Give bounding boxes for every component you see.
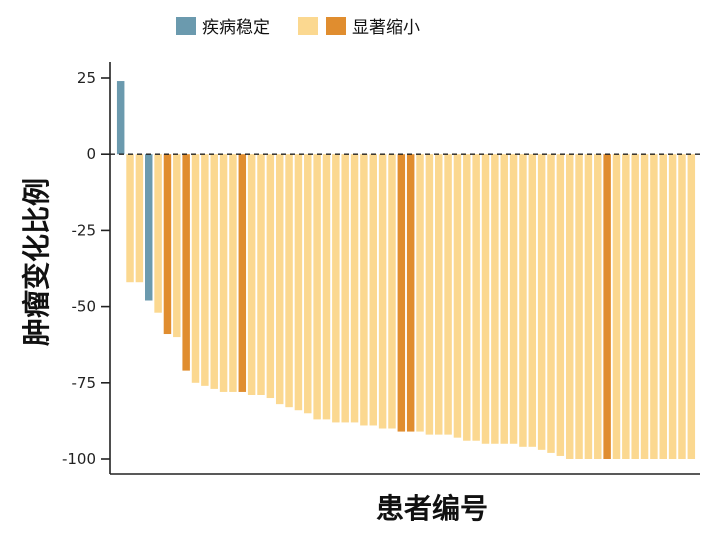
y-tick-label: -100: [62, 450, 96, 468]
bar: [500, 154, 508, 444]
bar: [182, 154, 190, 371]
bar: [453, 154, 462, 438]
legend-label: 疾病稳定: [202, 18, 270, 38]
x-axis-title: 患者编号: [376, 492, 488, 525]
bar: [472, 154, 480, 441]
legend-label: 显著缩小: [352, 18, 420, 38]
bars: [116, 81, 696, 459]
bar: [360, 154, 368, 426]
bar: [612, 154, 621, 459]
bar: [406, 154, 415, 432]
bar: [247, 154, 256, 395]
bar: [659, 154, 667, 459]
bar: [173, 154, 181, 338]
bar: [304, 154, 312, 414]
bar: [687, 154, 696, 459]
bar: [678, 154, 686, 459]
y-tick-label: -25: [72, 221, 97, 239]
bar: [491, 154, 499, 444]
bar: [444, 154, 452, 435]
y-axis-title: 肿瘤变化比例: [20, 178, 53, 346]
bar: [631, 154, 639, 459]
bar: [116, 81, 125, 155]
bar: [425, 154, 434, 435]
y-tick-label: -75: [72, 374, 97, 392]
bar: [238, 154, 247, 392]
bar: [537, 154, 546, 450]
bar: [528, 154, 537, 447]
bar: [416, 154, 424, 432]
bar: [285, 154, 293, 408]
bar: [556, 154, 565, 456]
bar: [640, 154, 649, 459]
bar: [135, 154, 144, 283]
bar: [463, 154, 471, 441]
bar: [509, 154, 518, 444]
bar: [594, 154, 602, 459]
bar: [378, 154, 387, 429]
bar: [294, 154, 303, 411]
bar: [201, 154, 209, 386]
bar: [584, 154, 593, 459]
bar: [369, 154, 377, 426]
bar: [275, 154, 284, 405]
bar: [650, 154, 658, 459]
bar: [210, 154, 218, 389]
bar: [668, 154, 677, 459]
legend-swatch: [176, 17, 196, 35]
bar: [622, 154, 630, 459]
bar: [191, 154, 200, 383]
bar: [481, 154, 490, 444]
bar: [350, 154, 359, 423]
bar: [341, 154, 349, 423]
y-axis: 25 0 -25 -50 -75 -100: [62, 62, 111, 474]
bar: [145, 154, 153, 301]
y-tick-label: 25: [77, 69, 96, 87]
bar: [519, 154, 527, 447]
y-tick-label: -50: [72, 298, 97, 316]
bar: [266, 154, 275, 399]
bar: [565, 154, 574, 459]
bar: [257, 154, 265, 395]
bar: [126, 154, 134, 283]
bar: [219, 154, 228, 392]
bar: [313, 154, 321, 420]
legend-swatch: [326, 17, 346, 35]
bar: [154, 154, 162, 313]
bar: [332, 154, 340, 423]
bar: [603, 154, 611, 459]
y-tick-label: 0: [86, 145, 96, 163]
bar: [435, 154, 443, 435]
legend-swatch: [298, 17, 318, 35]
bar: [322, 154, 331, 420]
bar: [575, 154, 583, 459]
legend: 疾病稳定 显著缩小: [176, 17, 420, 38]
bar: [547, 154, 555, 453]
bar: [397, 154, 406, 432]
bar: [229, 154, 237, 392]
bar: [163, 154, 172, 335]
bar: [388, 154, 396, 429]
